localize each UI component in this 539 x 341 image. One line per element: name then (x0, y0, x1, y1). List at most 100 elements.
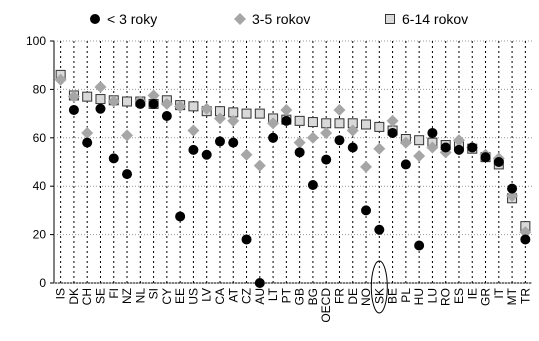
x-tick-label: HU (412, 288, 426, 305)
y-tick-label: 40 (33, 179, 47, 193)
point (82, 137, 93, 148)
point (175, 211, 186, 222)
point (361, 205, 372, 216)
y-tick-label: 100 (26, 34, 46, 48)
x-tick-label: FI (107, 288, 121, 299)
point (519, 226, 532, 239)
x-tick-label: CH (80, 288, 94, 305)
point (187, 124, 200, 137)
y-tick-label: 20 (33, 228, 47, 242)
x-tick-label: NO (359, 288, 373, 306)
point (334, 135, 345, 146)
point (399, 136, 412, 149)
x-tick-label: DE (346, 288, 360, 305)
x-tick-label: GB (293, 288, 307, 305)
x-tick-label: RO (439, 288, 453, 306)
point (81, 126, 94, 139)
point (467, 142, 478, 153)
legend-marker (385, 14, 395, 24)
point (427, 127, 438, 138)
x-tick-label: DK (67, 288, 81, 305)
point (453, 144, 464, 155)
point (201, 149, 212, 160)
x-tick-label: NZ (120, 288, 134, 304)
point (161, 111, 172, 122)
point (373, 142, 386, 155)
point (213, 112, 226, 125)
point (414, 240, 425, 251)
point (254, 278, 265, 288)
x-tick-label: AT (226, 287, 240, 302)
y-tick-label: 80 (33, 82, 47, 96)
point (452, 134, 465, 147)
point (94, 80, 107, 93)
point (321, 154, 332, 165)
point (520, 234, 531, 245)
point (95, 103, 106, 114)
y-tick-label: 60 (33, 131, 47, 145)
point (361, 119, 372, 130)
x-tick-label: CZ (240, 288, 254, 304)
point (135, 98, 146, 109)
x-tick-label: SE (93, 288, 107, 304)
x-tick-label: LU (425, 288, 439, 303)
point (54, 73, 67, 86)
point (440, 142, 451, 153)
x-tick-label: AU (253, 288, 267, 305)
point (147, 89, 160, 102)
legend-marker (90, 14, 100, 24)
point (426, 141, 439, 154)
point (200, 102, 213, 115)
point (480, 152, 491, 163)
x-tick-label: IT (492, 287, 506, 298)
point (374, 121, 385, 132)
point (68, 104, 79, 115)
point (294, 115, 305, 126)
point (346, 124, 359, 137)
legend-label: 3-5 rokov (252, 11, 310, 27)
point (413, 149, 426, 162)
point (334, 118, 345, 129)
point (347, 142, 358, 153)
x-tick-label: IE (465, 288, 479, 299)
point (241, 108, 252, 119)
x-tick-label: CY (160, 288, 174, 305)
point (228, 137, 239, 148)
point (507, 183, 518, 194)
point (253, 159, 266, 172)
point (374, 224, 385, 235)
point (107, 95, 120, 108)
highlight (370, 260, 388, 314)
x-tick-label: CA (213, 288, 227, 305)
point (122, 96, 133, 107)
point (82, 91, 93, 102)
x-tick-label: LT (266, 287, 280, 301)
x-tick-label: NL (133, 288, 147, 304)
x-tick-label: ES (452, 288, 466, 304)
x-tick-label: GR (479, 288, 493, 306)
point (267, 117, 280, 130)
x-tick-label: OECD (319, 288, 333, 323)
point (241, 234, 252, 245)
point (387, 127, 398, 138)
x-tick-label: IS (54, 288, 68, 299)
point (321, 118, 332, 129)
point (306, 131, 319, 144)
point (188, 144, 199, 155)
point (333, 103, 346, 116)
point (148, 98, 159, 109)
point (280, 103, 293, 116)
legend-marker (234, 13, 246, 25)
point (240, 148, 253, 161)
x-tick-label: PL (399, 288, 413, 303)
x-tick-label: EE (173, 288, 187, 304)
point (95, 94, 106, 105)
point (281, 115, 292, 126)
x-tick-label: SI (147, 288, 161, 299)
point (493, 157, 504, 167)
point (293, 136, 306, 149)
x-tick-label: PT (279, 287, 293, 303)
point (254, 108, 265, 119)
x-tick-label: US (186, 288, 200, 305)
point (307, 117, 318, 128)
